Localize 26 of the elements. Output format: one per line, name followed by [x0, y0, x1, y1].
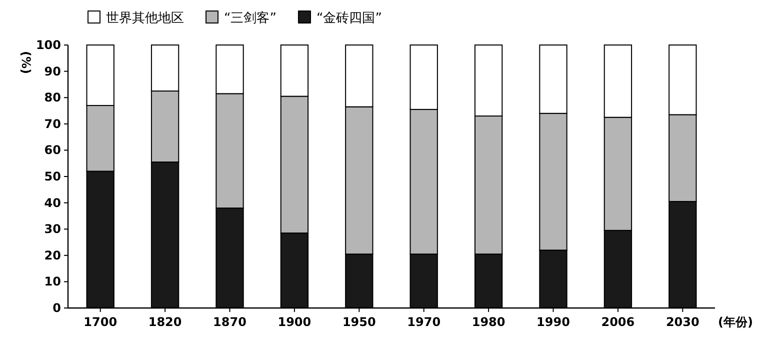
x-tick-label: 1970: [407, 315, 441, 329]
x-tick-label: 1980: [472, 315, 506, 329]
x-tick-label: 2006: [601, 315, 635, 329]
y-tick-label: 100: [36, 38, 61, 52]
y-tick-label: 10: [44, 274, 61, 289]
x-tick-label: 2030: [666, 315, 700, 329]
y-tick-label: 20: [44, 248, 61, 262]
y-tick-label: 90: [44, 64, 61, 78]
legend-label: “金砖四国”: [316, 11, 382, 26]
x-tick-label: 1900: [278, 315, 312, 329]
x-tick-label: 1700: [84, 315, 118, 329]
x-tick-label: 1990: [536, 315, 570, 329]
y-axis-title: (%): [19, 51, 33, 74]
x-tick-label: 1820: [148, 315, 182, 329]
y-tick-label: 80: [44, 90, 61, 105]
x-tick-label: 1950: [342, 315, 376, 329]
legend-label: “三剑客”: [224, 10, 276, 26]
y-tick-label: 60: [44, 143, 61, 158]
y-tick-label: 50: [44, 170, 61, 184]
y-tick-label: 0: [52, 301, 61, 315]
y-tick-label: 40: [44, 196, 61, 210]
x-axis-title: (年份): [718, 315, 753, 329]
y-tick-label: 70: [44, 116, 61, 131]
y-tick-label: 30: [44, 222, 61, 236]
x-tick-label: 1870: [213, 315, 246, 329]
legend-label: 世界其他地区: [106, 11, 184, 26]
